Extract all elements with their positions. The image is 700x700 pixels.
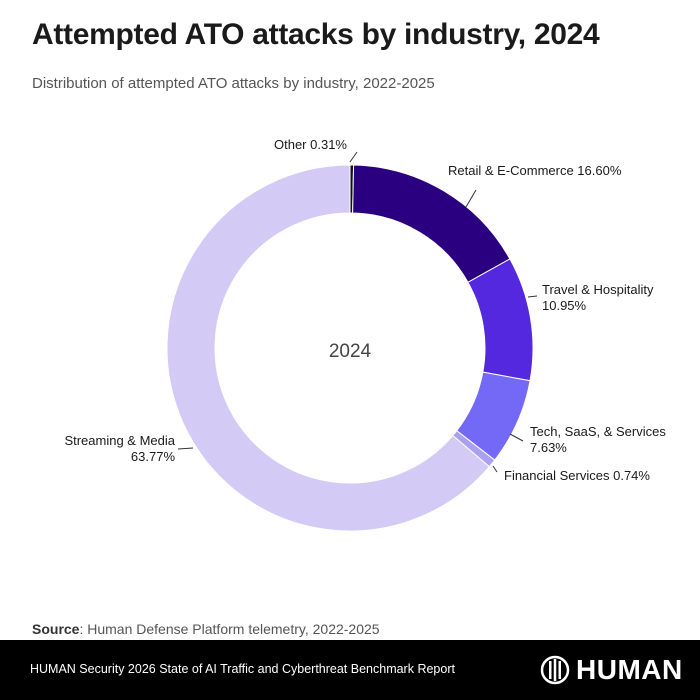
source-label: Source: [32, 621, 80, 637]
slice-labels: Other 0.31% Retail & E-Commerce 16.60% Tra…: [64, 137, 666, 483]
footer-bar: HUMAN Security 2026 State of AI Traffic …: [0, 640, 700, 700]
slice-label: Other 0.31%: [274, 137, 347, 152]
leader-line: [492, 465, 498, 473]
donut-chart: Other 0.31% Retail & E-Commerce 16.60% Tra…: [64, 137, 666, 532]
slice-label: Tech, SaaS, & Services 7.63%: [530, 424, 666, 455]
label-leaders: [177, 151, 538, 473]
slice-travel-hospitality: [467, 258, 534, 382]
leader-line: [527, 295, 538, 298]
donut-slices: [166, 164, 534, 532]
slice-label: Retail & E-Commerce 16.60%: [448, 163, 622, 178]
chart-subtitle: Distribution of attempted ATO attacks by…: [32, 75, 435, 92]
human-logo-text: HUMAN: [576, 654, 683, 685]
leader-line: [349, 151, 358, 163]
slice-retail-e-commerce: [352, 164, 511, 283]
slice-label: Travel & Hospitality 10.95%: [542, 282, 654, 313]
center-label: 2024: [329, 341, 372, 362]
footer-report-title: HUMAN Security 2026 State of AI Traffic …: [30, 662, 455, 676]
slice-streaming-media: [166, 164, 491, 532]
slice-label: Financial Services 0.74%: [504, 468, 650, 483]
human-logo: HUMAN: [540, 654, 683, 685]
leader-line: [509, 433, 524, 442]
source-text: : Human Defense Platform telemetry, 2022…: [79, 621, 380, 637]
leader-line: [465, 189, 477, 208]
source-note: Source: Human Defense Platform telemetry…: [32, 621, 380, 637]
leader-line: [177, 447, 194, 450]
chart-title: Attempted ATO attacks by industry, 2024: [32, 18, 600, 51]
human-logo-icon: [540, 655, 570, 685]
slice-label: Streaming & Media 63.77%: [64, 433, 175, 464]
